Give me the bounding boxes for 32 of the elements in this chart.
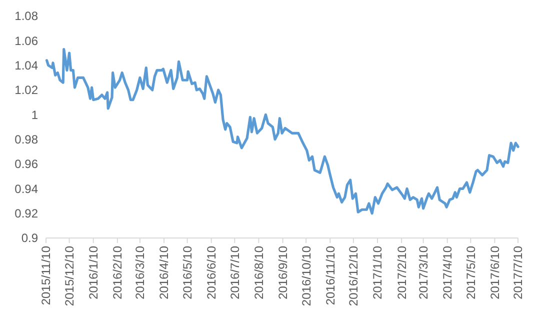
y-tick-label: 0.94 <box>14 182 38 196</box>
x-tick-label: 2016/5/10 <box>180 246 194 300</box>
y-tick-label: 1 <box>31 108 38 122</box>
y-tick-label: 1.08 <box>14 9 38 24</box>
x-tick-label: 2017/4/10 <box>440 246 455 300</box>
y-tick-label: 1.06 <box>14 34 38 48</box>
y-tick-label: 0.96 <box>14 157 38 172</box>
x-tick-label: 2016/9/10 <box>276 246 290 300</box>
y-tick-label: 0.9 <box>21 231 38 246</box>
x-tick-label: 2017/5/10 <box>464 246 478 300</box>
x-tick-label: 2016/6/10 <box>204 246 219 300</box>
x-tick-label: 2015/12/10 <box>62 246 76 306</box>
x-tick-label: 2016/3/10 <box>133 246 148 300</box>
x-tick-label: 2016/11/10 <box>323 246 338 306</box>
x-tick-label: 2016/10/10 <box>299 246 314 306</box>
y-tick-label: 1.02 <box>14 83 38 98</box>
x-tick-label: 2015/11/10 <box>39 246 54 306</box>
x-tick-label: 2017/7/10 <box>511 246 526 300</box>
x-tick-label: 2016/12/10 <box>346 246 361 306</box>
x-tick-label: 2017/3/10 <box>416 246 430 300</box>
x-tick-label: 2016/1/10 <box>86 246 101 300</box>
x-tick-label: 2017/2/10 <box>394 246 409 300</box>
line-series <box>45 48 520 215</box>
y-tick-label: 1.04 <box>14 58 38 73</box>
y-tick-label: 0.98 <box>14 132 38 147</box>
y-tick-label: 0.92 <box>14 206 38 221</box>
x-tick-label: 2016/7/10 <box>228 246 242 300</box>
x-tick-label: 2016/2/10 <box>110 246 125 300</box>
x-tick-label: 2017/1/10 <box>370 246 385 300</box>
x-tick-label: 2017/6/10 <box>488 246 502 300</box>
x-tick-label: 2016/4/10 <box>157 246 172 300</box>
x-tick-label: 2016/8/10 <box>252 246 266 300</box>
